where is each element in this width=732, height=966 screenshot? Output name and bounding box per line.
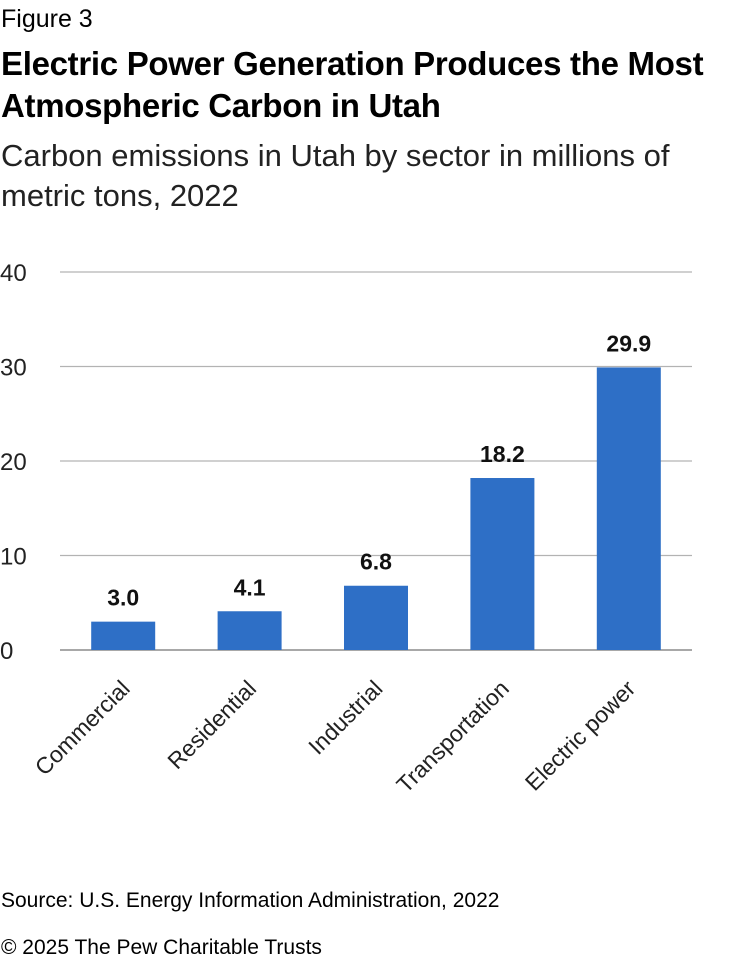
bar — [91, 621, 156, 650]
x-tick-label: Transportation — [391, 675, 514, 798]
x-tick-label: Industrial — [303, 675, 387, 759]
chart-title: Electric Power Generation Produces the M… — [1, 45, 704, 124]
bar — [217, 611, 282, 650]
copyright-note: © 2025 The Pew Charitable Trusts — [1, 936, 322, 959]
data-label: 4.1 — [234, 574, 266, 600]
source-note: Source: U.S. Energy Information Administ… — [1, 889, 500, 912]
y-tick-label: 40 — [0, 260, 27, 287]
y-tick-label: 30 — [0, 355, 27, 382]
y-tick-label: 10 — [0, 544, 27, 571]
x-tick-label: Electric power — [520, 675, 641, 796]
data-label: 3.0 — [107, 585, 139, 611]
bar — [596, 367, 661, 650]
x-tick-label: Commercial — [30, 675, 135, 780]
figure-label: Figure 3 — [1, 5, 93, 33]
data-label: 6.8 — [360, 549, 392, 575]
bar — [470, 478, 535, 650]
bar — [344, 585, 408, 650]
x-tick-label: Residential — [162, 675, 261, 774]
bar-chart: 0 10 20 30 40 3.0 Commercial 4.1 Residential 6.8 I… — [0, 260, 692, 798]
data-label: 18.2 — [480, 441, 525, 467]
y-tick-label: 0 — [0, 638, 13, 665]
chart-subtitle: Carbon emissions in Utah by sector in mi… — [1, 138, 670, 213]
data-label: 29.9 — [606, 330, 651, 356]
y-tick-label: 20 — [0, 449, 27, 476]
